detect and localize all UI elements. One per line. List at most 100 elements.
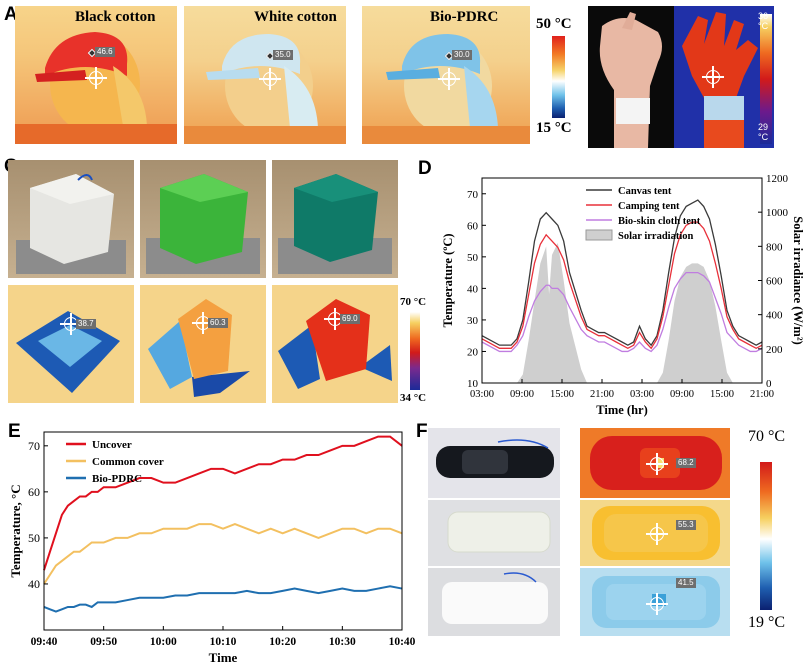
chart-d: 10 20 30 40 50 60 70 0 200 400 600 800 1000 1200 03:00… bbox=[441, 173, 805, 417]
y2-tick-label: 200 bbox=[766, 344, 783, 356]
x-tick-label: 10:00 bbox=[150, 636, 177, 648]
readout-f2: 55.3 bbox=[676, 520, 696, 530]
colorbar-a bbox=[552, 36, 565, 118]
colorbar-c-max: 70 °C bbox=[400, 296, 427, 308]
crosshair-a2 bbox=[259, 68, 281, 90]
colorbar-b-max: 36 °C bbox=[758, 11, 769, 31]
thermal-car-common-cover: 55.3 bbox=[580, 500, 730, 566]
readout-f3: 41.5 bbox=[676, 578, 696, 588]
x-tick-label: 09:50 bbox=[90, 636, 117, 648]
x-axis-label: Time bbox=[209, 650, 238, 664]
y-tick-label: 50 bbox=[467, 252, 479, 264]
thermal-tent-camping: 60.3 bbox=[140, 285, 266, 403]
crosshair-a1 bbox=[85, 67, 107, 89]
y-tick-label: 60 bbox=[467, 220, 479, 232]
colorbar-c-min: 34 °C bbox=[400, 392, 427, 404]
y2-tick-label: 1200 bbox=[766, 173, 789, 185]
y-axis-label: Temperature, °C bbox=[8, 484, 23, 577]
series-line-camping-tent bbox=[481, 221, 763, 350]
thermal-image-wrist: 36 °C 29 °C bbox=[674, 6, 774, 148]
label-white-cotton: White cotton bbox=[254, 9, 337, 25]
panel-f-letter: F bbox=[416, 421, 428, 442]
thermal-image-black-cotton: Black cotton 46.6 bbox=[15, 6, 177, 144]
y2-tick-label: 400 bbox=[766, 310, 783, 322]
x-tick-label: 21:00 bbox=[590, 389, 614, 400]
x-tick-label: 10:30 bbox=[329, 636, 356, 648]
thermal-image-white-cotton: White cotton 35.0 bbox=[184, 6, 346, 144]
legend-label: Common cover bbox=[92, 456, 164, 468]
colorbar-f-max: 70 °C bbox=[748, 428, 786, 445]
readout-c1: 38.7 bbox=[76, 319, 96, 329]
legend-swatch bbox=[585, 229, 613, 241]
x-tick-label: 09:40 bbox=[31, 636, 58, 648]
series-line-bio-pdrc bbox=[43, 585, 403, 613]
y-tick-label: 30 bbox=[467, 315, 479, 327]
panel-a-letter: A bbox=[4, 4, 18, 25]
photo-tent-bio-skin bbox=[272, 160, 398, 278]
readout-a2: 35.0 bbox=[273, 50, 293, 60]
x-tick-label: 09:00 bbox=[670, 389, 694, 400]
series-line-canvas-tent bbox=[481, 199, 763, 347]
x-tick-label: 10:20 bbox=[269, 636, 296, 648]
crosshair-f1 bbox=[646, 453, 668, 475]
crosshair-a3 bbox=[438, 68, 460, 90]
colorbar-b bbox=[760, 14, 772, 144]
head-silhouette-a3 bbox=[362, 34, 530, 144]
thermal-tent-canvas: 69.0 bbox=[272, 285, 398, 403]
series-line-bio-skin-cloth-tent bbox=[481, 271, 763, 353]
legend-label: Uncover bbox=[92, 439, 132, 451]
y-tick-label: 20 bbox=[467, 346, 479, 358]
y-axis-label: Temperature (ºC) bbox=[441, 233, 455, 327]
x-tick-label: 10:40 bbox=[389, 636, 416, 648]
y-tick-label: 10 bbox=[467, 378, 479, 390]
irradiance-area bbox=[482, 242, 762, 383]
x-tick-label: 10:10 bbox=[210, 636, 237, 648]
label-bio-pdrc: Bio-PDRC bbox=[430, 9, 499, 25]
thermal-car-black: 68.2 bbox=[580, 428, 730, 498]
chart-e: 40 50 60 70 09:40 09:50 10:00 10:10 10:20 10:30 10… bbox=[8, 431, 416, 664]
y-tick-label: 70 bbox=[28, 439, 40, 453]
photo-tent-camping bbox=[140, 160, 266, 278]
legend-label: Bio-skin cloth tent bbox=[618, 216, 701, 227]
colorbar-a-max: 50 °C bbox=[536, 16, 572, 32]
readout-a1: 46.6 bbox=[95, 47, 115, 57]
y-tick-label: 40 bbox=[467, 283, 479, 295]
thermal-car-bio-pdrc: 41.5 bbox=[580, 568, 730, 636]
photo-wrist-band bbox=[588, 6, 674, 148]
y2-tick-label: 1000 bbox=[766, 207, 789, 219]
colorbar-b-min: 29 °C bbox=[758, 122, 769, 142]
y2-tick-label: 800 bbox=[766, 241, 783, 253]
photo-car-common-cover bbox=[428, 500, 560, 566]
y-tick-label: 70 bbox=[467, 189, 479, 201]
x-tick-label: 15:00 bbox=[550, 389, 574, 400]
readout-c3: 69.0 bbox=[340, 314, 360, 324]
legend-label: Bio-PDRC bbox=[92, 473, 142, 485]
photo-tent-canvas bbox=[8, 160, 134, 278]
x-tick-label: 09:00 bbox=[510, 389, 534, 400]
colorbar-a-min: 15 °C bbox=[536, 120, 572, 136]
colorbar-f bbox=[760, 462, 772, 610]
crosshair-b bbox=[702, 66, 724, 88]
thermal-image-bio-pdrc: Bio-PDRC 30.0 bbox=[362, 6, 530, 144]
readout-f1: 68.2 bbox=[676, 458, 696, 468]
legend-label: Canvas tent bbox=[618, 186, 672, 197]
x-axis-label: Time (hr) bbox=[596, 403, 648, 417]
y-tick-label: 60 bbox=[28, 485, 40, 499]
x-tick-label: 03:00 bbox=[630, 389, 654, 400]
series-line-uncover bbox=[43, 435, 403, 571]
photo-car-bio-pdrc bbox=[428, 568, 560, 636]
wrist-photo bbox=[599, 12, 662, 148]
readout-c2: 60.3 bbox=[208, 318, 228, 328]
wrist-thermal bbox=[682, 12, 758, 148]
series-line-common-cover bbox=[43, 523, 403, 585]
x-tick-label: 15:00 bbox=[710, 389, 734, 400]
panel-e-letter: E bbox=[8, 421, 21, 442]
y2-tick-label: 0 bbox=[766, 378, 772, 390]
legend-label: Solar irradiation bbox=[618, 231, 694, 242]
y2-axis-label: Solar irradiance (W/m²) bbox=[791, 216, 805, 345]
panel-d-letter: D bbox=[418, 158, 432, 179]
readout-a3: 30.0 bbox=[452, 50, 472, 60]
y-tick-label: 50 bbox=[28, 531, 40, 545]
colorbar-c bbox=[410, 312, 420, 390]
crosshair-f2 bbox=[646, 523, 668, 545]
